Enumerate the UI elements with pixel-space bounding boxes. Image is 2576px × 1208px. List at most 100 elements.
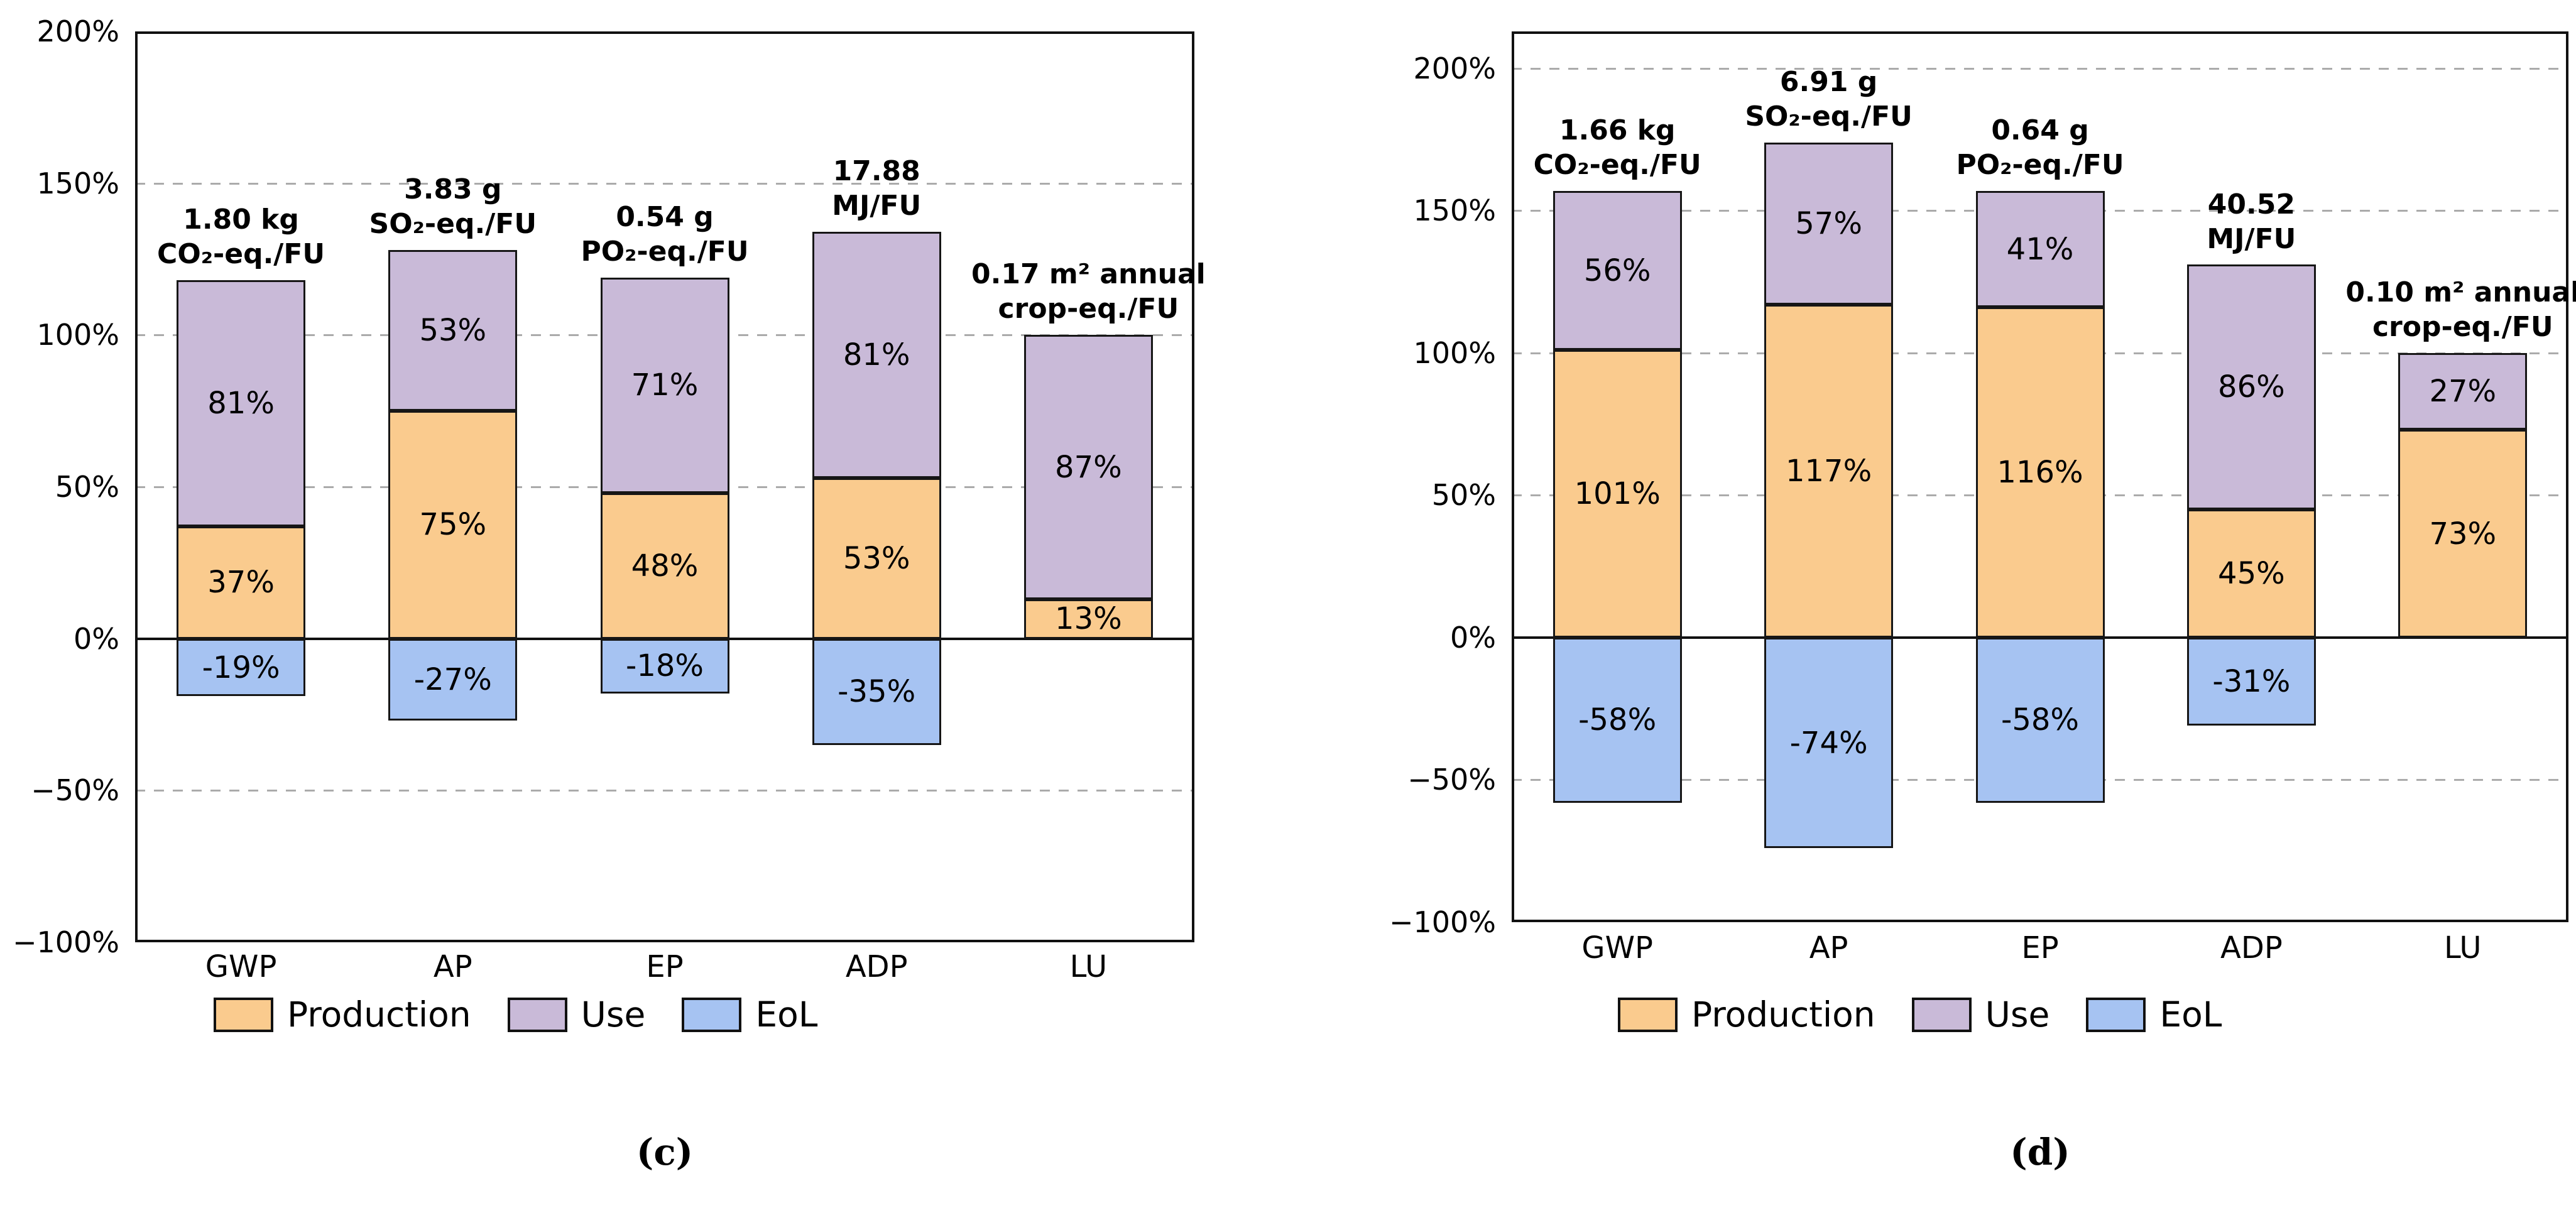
x-category-label-GWP-d: GWP — [1581, 930, 1653, 966]
bar-value-label-LU-d: 27% — [2429, 374, 2497, 410]
legend-swatch-production — [1618, 998, 1678, 1032]
y-tick-label-d: 0% — [1450, 620, 1496, 655]
unit-annotation-GWP-c: 1.80 kg CO₂-eq./FU — [157, 202, 325, 271]
unit-annotation-line: 0.17 m² annual — [971, 258, 1206, 291]
bar-segment-eol-GWP-c — [177, 638, 306, 697]
y-tick-label-c: 0% — [74, 621, 119, 656]
legend-item-use: Use — [1911, 994, 2050, 1035]
unit-annotation-line: PO₂-eq./FU — [1956, 148, 2124, 181]
bar-segment-use-AP-c — [388, 250, 518, 411]
bar-segment-production-AP-d — [1764, 304, 1894, 638]
bar-value-label-GWP-c: 37% — [207, 565, 275, 601]
caption-panel-d: (d) — [2010, 1131, 2070, 1173]
bar-segment-production-EP-d — [1975, 307, 2105, 638]
y-tick-label-c: 150% — [36, 166, 119, 200]
bar-value-label-ADP-c: -35% — [838, 674, 916, 710]
bar-segment-production-LU-d — [2398, 430, 2528, 638]
bar-value-label-EP-c: -18% — [625, 648, 704, 684]
unit-annotation-line: 40.52 — [2207, 188, 2295, 220]
bar-value-label-AP-c: 53% — [419, 313, 487, 349]
bar-value-label-AP-d: -74% — [1789, 725, 1868, 761]
bar-value-label-GWP-c: 81% — [207, 386, 275, 422]
bar-segment-eol-ADP-d — [2186, 637, 2316, 726]
y-tick-label-c: −100% — [12, 925, 119, 959]
y-tick-label-d: 100% — [1413, 335, 1496, 370]
bar-value-label-EP-d: 41% — [2006, 231, 2074, 267]
legend-label-eol: EoL — [2159, 994, 2222, 1035]
bar-segment-production-AP-c — [388, 411, 518, 639]
unit-annotation-line: crop-eq./FU — [2372, 310, 2553, 343]
bar-segment-eol-EP-c — [600, 638, 729, 694]
unit-annotation-EP-d: 0.64 g PO₂-eq./FU — [1956, 113, 2124, 182]
bar-segment-production-GWP-d — [1553, 350, 1682, 638]
bar-value-label-GWP-d: -58% — [1578, 702, 1657, 738]
unit-annotation-line: 3.83 g — [404, 173, 502, 205]
legend-label-eol: EoL — [755, 994, 818, 1035]
bar-segment-production-GWP-c — [177, 526, 306, 639]
y-tick-label-d: −100% — [1389, 905, 1496, 939]
caption-panel-c: (c) — [636, 1131, 694, 1173]
bar-value-label-AP-d: 117% — [1785, 453, 1872, 489]
bar-segment-eol-AP-c — [388, 638, 518, 721]
x-category-label-AP-c: AP — [433, 949, 472, 984]
y-tick-label-c: 100% — [36, 318, 119, 352]
bar-value-label-LU-c: 13% — [1055, 601, 1122, 637]
legend-label-use: Use — [581, 994, 646, 1035]
x-category-label-GWP-c: GWP — [205, 949, 277, 984]
bar-segment-use-AP-d — [1764, 142, 1894, 305]
x-category-label-LU-d: LU — [2444, 930, 2482, 966]
bar-segment-use-ADP-c — [812, 232, 941, 478]
x-category-label-ADP-c: ADP — [845, 949, 908, 984]
legend-item-eol: EoL — [682, 998, 817, 1032]
unit-annotation-line: CO₂-eq./FU — [1533, 148, 1701, 181]
y-tick-label-d: −50% — [1407, 763, 1496, 797]
bar-value-label-ADP-d: 45% — [2218, 556, 2285, 592]
x-category-label-AP-d: AP — [1809, 930, 1848, 966]
legend-chart-d: Production Use EoL — [1618, 998, 2222, 1032]
y-tick-label-d: 200% — [1413, 51, 1496, 85]
legend-item-production: Production — [1618, 998, 1875, 1032]
unit-annotation-ADP-c: 17.88 MJ/FU — [832, 154, 921, 223]
legend-label-production: Production — [287, 994, 471, 1035]
bar-value-label-AP-d: 57% — [1795, 205, 1862, 241]
bar-segment-eol-EP-d — [1975, 637, 2105, 803]
plot-box-c — [135, 31, 1194, 942]
unit-annotation-line: 1.80 kg — [183, 204, 299, 236]
bar-value-label-LU-c: 87% — [1055, 449, 1122, 485]
legend-swatch-eol — [682, 998, 742, 1032]
bar-segment-eol-ADP-c — [812, 638, 941, 745]
legend-item-use: Use — [507, 994, 646, 1035]
unit-annotation-line: 0.54 g — [616, 200, 714, 233]
unit-annotation-EP-c: 0.54 g PO₂-eq./FU — [581, 200, 748, 269]
unit-annotation-line: 6.91 g — [1779, 65, 1878, 98]
unit-annotation-line: PO₂-eq./FU — [581, 235, 749, 268]
legend-item-eol: EoL — [2086, 998, 2222, 1032]
unit-annotation-LU-d: 0.10 m² annual crop-eq./FU — [2345, 275, 2576, 344]
legend-label-use: Use — [1985, 994, 2050, 1035]
bar-value-label-EP-d: 116% — [1997, 455, 2083, 491]
bar-value-label-GWP-d: 101% — [1574, 476, 1661, 512]
unit-annotation-line: crop-eq./FU — [998, 293, 1179, 325]
bar-segment-production-ADP-d — [2186, 509, 2316, 638]
bar-segment-production-EP-c — [600, 492, 729, 639]
bar-value-label-LU-d: 73% — [2429, 516, 2497, 552]
x-category-label-LU-c: LU — [1069, 949, 1108, 984]
bar-value-label-AP-c: 75% — [419, 507, 487, 543]
legend-swatch-use — [1911, 998, 1972, 1032]
unit-annotation-line: 1.66 kg — [1559, 114, 1676, 146]
bar-value-label-ADP-d: 86% — [2218, 369, 2285, 405]
unit-annotation-line: SO₂-eq./FU — [1745, 100, 1913, 133]
unit-annotation-AP-c: 3.83 g SO₂-eq./FU — [369, 172, 537, 241]
y-tick-label-d: 150% — [1413, 193, 1496, 228]
gridline-200-d — [1512, 67, 2568, 70]
unit-annotation-ADP-d: 40.52 MJ/FU — [2207, 187, 2296, 256]
legend-swatch-eol — [2086, 998, 2146, 1032]
bar-value-label-ADP-d: -31% — [2212, 664, 2291, 700]
x-category-label-EP-d: EP — [2021, 930, 2059, 966]
unit-annotation-line: MJ/FU — [2207, 222, 2296, 255]
bar-segment-use-ADP-d — [2186, 264, 2316, 510]
gridline--50-c — [135, 790, 1194, 792]
legend-label-production: Production — [1691, 994, 1875, 1035]
bar-segment-production-LU-c — [1023, 599, 1153, 639]
